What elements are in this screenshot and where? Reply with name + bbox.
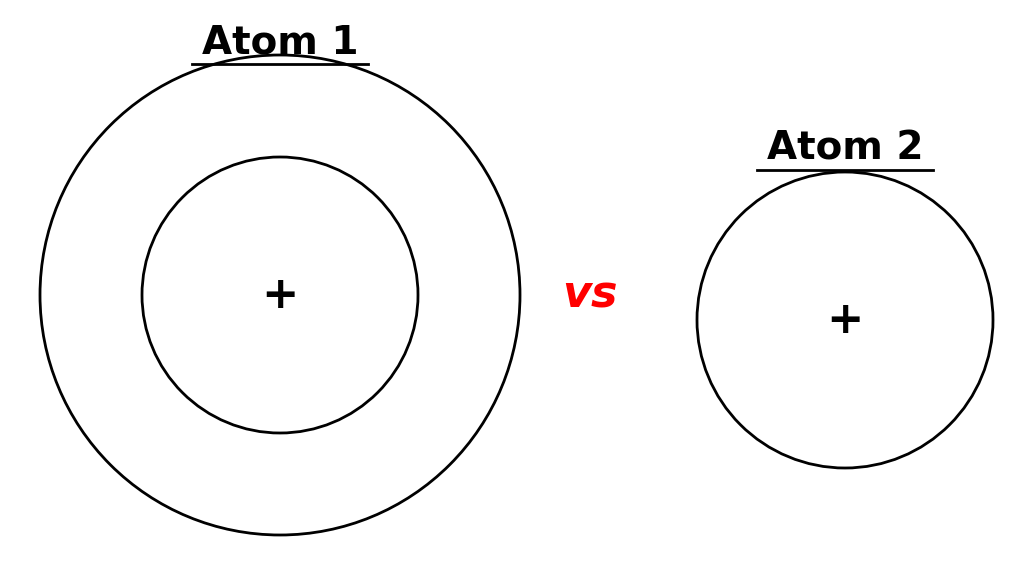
Text: vs: vs [562, 274, 617, 316]
Text: +: + [261, 274, 299, 316]
Text: +: + [826, 298, 863, 342]
Text: Atom 2: Atom 2 [767, 129, 924, 167]
Text: Atom 1: Atom 1 [202, 23, 358, 61]
